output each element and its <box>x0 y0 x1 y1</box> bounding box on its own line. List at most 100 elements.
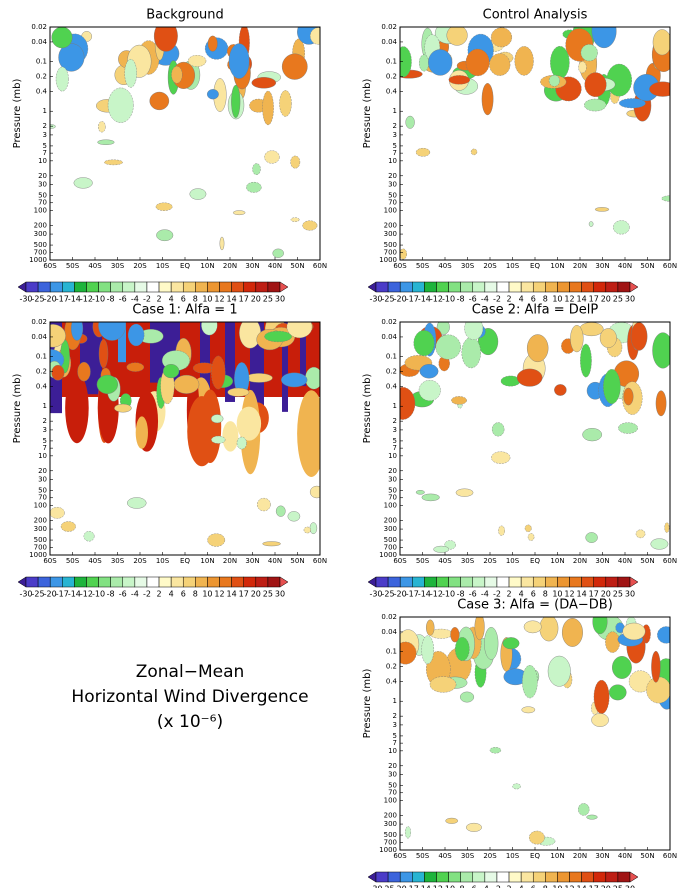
x-tick-label: 10N <box>200 557 214 565</box>
colorbar-label: -30 <box>369 590 382 599</box>
y-tick-label: 2 <box>393 122 397 130</box>
contour-blob <box>199 389 222 464</box>
y-tick-label: 70 <box>38 494 47 502</box>
y-tick-label: 20 <box>38 467 47 475</box>
colorbar-box <box>557 871 570 883</box>
contour-blob <box>211 355 226 390</box>
contour-blob <box>445 817 459 824</box>
y-tick-label: 500 <box>384 831 397 839</box>
colorbar-label: 2 <box>157 295 162 304</box>
colorbar-label: 10 <box>552 590 562 599</box>
contour-blob <box>286 322 313 339</box>
colorbar-label: -8 <box>107 295 115 304</box>
colorbar-box <box>98 576 111 588</box>
panel-title: Case 2: Alfa = DelP <box>472 303 599 318</box>
contour-blob <box>489 747 502 754</box>
x-tick-label: 20N <box>573 262 587 270</box>
colorbar-box <box>231 576 244 588</box>
colorbar-box <box>255 281 269 293</box>
y-tick-label: 300 <box>34 230 47 238</box>
contour-blob <box>498 525 505 536</box>
y-tick-label: 0.02 <box>31 318 47 326</box>
contour-blob <box>646 676 670 704</box>
x-tick-label: 60N <box>663 262 677 270</box>
contour-blob <box>252 163 261 175</box>
y-tick-label: 50 <box>388 191 397 199</box>
y-tick-label: 10 <box>388 452 397 460</box>
contour-blob <box>612 656 632 679</box>
y-tick-label: 10 <box>38 157 47 165</box>
colorbar-label: 20 <box>601 885 611 888</box>
x-tick-label: 30S <box>111 262 125 270</box>
contour-field <box>50 322 320 547</box>
contour-blob <box>225 322 235 402</box>
y-tick-label: 500 <box>34 536 47 544</box>
colorbar-box <box>424 281 437 293</box>
contour-blob <box>652 332 670 369</box>
contour-blob <box>162 364 180 379</box>
y-tick-label: 0.04 <box>381 38 397 46</box>
contour-blob <box>570 325 584 353</box>
contour-blob <box>470 148 478 156</box>
y-tick-label: 300 <box>384 820 397 828</box>
contour-blob <box>400 248 407 260</box>
y-tick-label: 1000 <box>379 256 397 264</box>
colorbar-box <box>37 576 51 588</box>
y-tick-label: 1 <box>43 107 47 115</box>
colorbar-label: -17 <box>406 590 419 599</box>
colorbar-label: 20 <box>601 295 611 304</box>
contour-blob <box>156 229 174 242</box>
contour-blob <box>77 361 91 382</box>
colorbar-box <box>520 871 534 883</box>
colorbar-box <box>557 576 570 588</box>
contour-blob <box>435 334 461 360</box>
y-tick-label: 10 <box>388 157 397 165</box>
contour-blob <box>652 29 670 56</box>
y-tick-label: 0.4 <box>36 88 48 96</box>
contour-blob <box>201 322 218 336</box>
colorbar-box <box>484 871 498 883</box>
y-tick-label: 30 <box>38 475 47 483</box>
x-tick-label: 50S <box>416 262 430 270</box>
colorbar-box <box>605 871 619 883</box>
contour-blob <box>96 374 118 394</box>
y-tick-label: 100 <box>384 796 397 804</box>
colorbar-label: 10 <box>202 295 212 304</box>
x-tick-label: 10N <box>550 852 564 860</box>
colorbar-box <box>617 576 631 588</box>
contour-blob <box>539 617 559 642</box>
y-tick-label: 0.4 <box>36 383 48 391</box>
contour-blob <box>586 814 598 820</box>
y-tick-label: 500 <box>34 241 47 249</box>
panel-title: Case 1: Alfa = 1 <box>132 303 237 318</box>
colorbar-box <box>62 281 75 293</box>
colorbar-box <box>520 576 534 588</box>
colorbar-label: 4 <box>519 590 524 599</box>
y-tick-label: 5 <box>393 437 397 445</box>
colorbar-label: 12 <box>564 295 574 304</box>
colorbar-label: -30 <box>19 590 32 599</box>
contour-blob <box>451 396 467 405</box>
annotation: Horizontal Wind Divergence <box>71 687 308 707</box>
contour-blob <box>309 27 320 45</box>
plot-frame <box>49 26 321 261</box>
colorbar-box <box>243 576 257 588</box>
colorbar-label: 10 <box>552 885 562 888</box>
colorbar-box <box>581 871 594 883</box>
colorbar-box <box>581 576 594 588</box>
contour-blob <box>585 532 598 543</box>
colorbar-box <box>122 576 136 588</box>
colorbar-label: 8 <box>193 590 198 599</box>
contour-blob <box>135 416 148 449</box>
contour-blob <box>548 74 560 87</box>
y-tick-label: 30 <box>38 180 47 188</box>
colorbar-box <box>122 281 136 293</box>
contour-blob <box>65 372 89 444</box>
colorbar-box <box>62 576 75 588</box>
x-tick-label: 60S <box>43 557 57 565</box>
colorbar-box <box>134 576 148 588</box>
colorbar-label: -8 <box>457 885 465 888</box>
contour-blob <box>189 188 207 200</box>
y-tick-label: 30 <box>388 475 397 483</box>
contour-field <box>50 27 320 258</box>
